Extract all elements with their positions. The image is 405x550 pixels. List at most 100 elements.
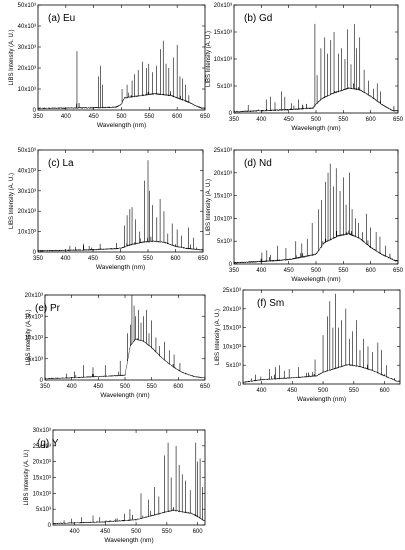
panel-b-gd: 350 400 450 500 550 600 650 0 5x10³ 10x10³ 15x10³ 2… [206, 3, 404, 132]
x-tick-label: 550 [338, 117, 349, 123]
x-tick-label: 600 [366, 117, 377, 123]
y-axis-label: LIBS Intensity (A. U.) [24, 449, 30, 505]
y-tick-label: 25x10³ [223, 288, 241, 294]
y-axis-label: LIBS Intensity (A. U.) [206, 31, 212, 87]
x-tick-label: 600 [172, 114, 183, 120]
y-axis-label: LIBS Intensity (A. U.) [26, 309, 32, 365]
plot-frame [44, 294, 206, 381]
x-tick-label: 450 [287, 388, 298, 394]
panel-d-nd: 350 400 450 500 550 600 650 0 5x10³ 10x10³ 15x10³ 2… [206, 148, 404, 283]
x-tick-label: 450 [284, 117, 295, 123]
x-tick-label: 600 [380, 388, 391, 394]
y-tick-label: 10x10³ [18, 230, 36, 236]
y-tick-label: 10x10³ [214, 216, 232, 222]
x-tick-label: 600 [366, 268, 377, 274]
x-tick-label: 500 [311, 117, 322, 123]
y-tick-label: 0 [48, 523, 52, 529]
y-axis-label: LIBS Intensity (A. U.) [215, 309, 221, 365]
x-tick-label: 500 [311, 268, 322, 274]
x-tick-label: 500 [318, 388, 329, 394]
y-tick-label: 10x10³ [214, 57, 232, 63]
y-tick-label: 0 [229, 111, 233, 117]
y-tick-label: 5x10³ [226, 363, 241, 369]
y-tick-label: 0 [238, 382, 242, 388]
x-tick-label: 550 [338, 268, 349, 274]
x-tick-label: 550 [147, 384, 158, 390]
y-tick-label: 50x10³ [18, 3, 36, 9]
x-tick-label: 400 [256, 117, 267, 123]
x-tick-label: 350 [33, 256, 44, 262]
y-tick-label: 25x10³ [214, 148, 232, 154]
panel-title: (e) Pr [35, 303, 61, 314]
y-axis-label: LIBS Intensity (A. U.) [9, 29, 15, 85]
y-tick-label: 20x10³ [223, 307, 241, 313]
x-tick-label: 450 [89, 114, 100, 120]
plot-frame [242, 289, 401, 385]
panel-title: (c) La [48, 158, 74, 169]
y-tick-label: 20x10³ [18, 209, 36, 215]
y-tick-label: 15x10³ [25, 314, 43, 320]
y-tick-label: 10x10³ [18, 87, 36, 93]
y-tick-label: 40x10³ [18, 168, 36, 174]
y-tick-label: 30x10³ [33, 428, 51, 434]
y-tick-label: 0 [33, 108, 37, 114]
y-tick-label: 15x10³ [33, 476, 51, 482]
y-tick-label: 5x10³ [217, 239, 232, 245]
panel-f-sm: 400 450 500 550 600 0 5x10³ 10x10³ 15x10³ 20x10³ 2… [215, 288, 401, 403]
x-tick-label: 650 [200, 384, 211, 390]
x-tick-label: 500 [120, 384, 131, 390]
x-tick-label: 400 [61, 114, 72, 120]
x-tick-label: 600 [170, 256, 181, 262]
x-tick-label: 400 [256, 388, 267, 394]
panel-title: (b) Gd [244, 13, 272, 24]
y-tick-label: 15x10³ [214, 30, 232, 36]
x-axis-label: Wavelength (nm) [291, 125, 340, 132]
x-tick-label: 500 [131, 529, 142, 535]
x-tick-label: 400 [60, 256, 71, 262]
panel-title: (f) Sm [257, 298, 284, 309]
y-tick-label: 0 [33, 250, 37, 256]
y-tick-label: 10x10³ [33, 491, 51, 497]
y-tick-label: 30x10³ [18, 45, 36, 51]
x-axis-label: Wavelength (nm) [104, 537, 153, 544]
x-tick-label: 650 [393, 117, 404, 123]
x-tick-label: 600 [193, 529, 204, 535]
y-tick-label: 5x10³ [217, 84, 232, 90]
panel-a-eu: 350 400 450 500 550 600 650 0 10x10³ 20x10³ 30x10³… [9, 3, 211, 129]
x-tick-label: 350 [229, 117, 240, 123]
x-tick-label: 400 [70, 529, 81, 535]
x-tick-label: 400 [67, 384, 78, 390]
x-tick-label: 350 [229, 268, 240, 274]
spectrum-trace [52, 507, 206, 525]
x-tick-label: 400 [256, 268, 267, 274]
y-axis-label: LIBS Intensity (A. U.) [9, 173, 15, 229]
x-tick-label: 500 [116, 114, 127, 120]
panel-c-la: 350 400 450 500 550 600 650 0 10x10³ 20x10³ 30x10³… [9, 148, 209, 271]
x-tick-label: 550 [349, 388, 360, 394]
x-tick-label: 650 [198, 256, 209, 262]
x-tick-label: 550 [143, 256, 154, 262]
x-axis-label: Wavelength (nm) [96, 264, 145, 271]
spectrum-trace [44, 338, 206, 380]
y-tick-label: 10x10³ [223, 344, 241, 350]
y-tick-label: 20x10³ [214, 171, 232, 177]
x-tick-label: 550 [162, 529, 173, 535]
x-tick-label: 650 [393, 268, 404, 274]
panel-g-y: 400 450 500 550 600 0 5x10³ 10x10³ 15x10³ 20x10³ 2… [24, 428, 206, 544]
y-tick-label: 15x10³ [214, 194, 232, 200]
y-tick-label: 5x10³ [36, 507, 51, 513]
y-tick-label: 20x10³ [214, 3, 232, 9]
y-tick-label: 40x10³ [18, 24, 36, 30]
y-tick-label: 20x10³ [25, 293, 43, 299]
y-tick-label: 20x10³ [18, 66, 36, 72]
y-tick-label: 20x10³ [33, 460, 51, 466]
y-tick-label: 0 [229, 262, 233, 268]
y-tick-label: 50x10³ [18, 148, 36, 154]
panel-title: (g) Y [37, 438, 59, 449]
x-tick-label: 500 [115, 256, 126, 262]
y-axis-label: LIBS Intensity (A. U.) [206, 179, 212, 235]
panel-e-pr: 350 400 450 500 550 600 650 0 5x10³ 10x10³ 15x10³ 2… [25, 293, 211, 399]
y-tick-label: 15x10³ [223, 326, 241, 332]
y-tick-label: 30x10³ [18, 189, 36, 195]
